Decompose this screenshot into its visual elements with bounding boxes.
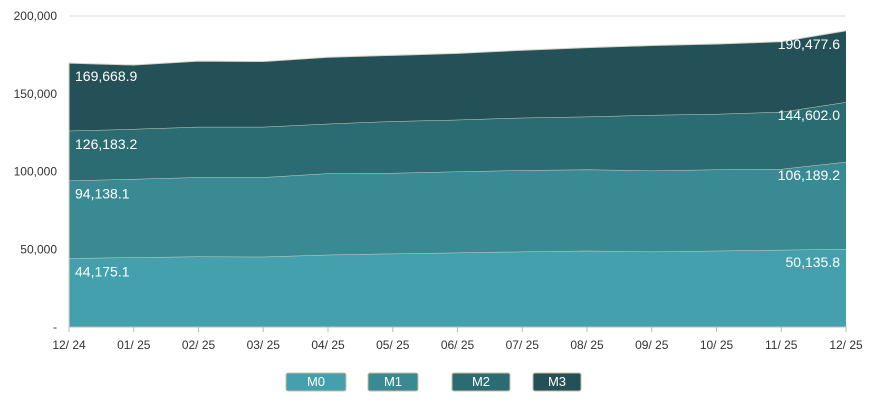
y-tick-label: 150,000 <box>14 87 58 101</box>
x-axis: 12/ 24 01/ 25 02/ 25 03/ 25 04/ 25 05/ 25 06/ … <box>52 326 863 352</box>
x-tick-label: 08/ 25 <box>570 338 604 352</box>
x-tick-label: 07/ 25 <box>506 338 540 352</box>
data-label: 44,175.1 <box>75 263 130 279</box>
area-m0 <box>69 249 846 327</box>
data-label: 94,138.1 <box>75 186 130 202</box>
data-labels: 44,175.1 50,135.8 94,138.1 106,189.2 126,183… <box>75 36 840 280</box>
y-axis: - 50,000 100,000 150,000 200,000 <box>14 9 58 334</box>
y-tick-label: 50,000 <box>20 242 57 256</box>
legend-label: M3 <box>548 374 566 389</box>
x-tick-label: 09/ 25 <box>635 338 669 352</box>
data-label: 50,135.8 <box>786 254 841 270</box>
x-tick-label: 12/ 24 <box>52 338 86 352</box>
legend-swatch <box>367 372 419 392</box>
area-m2 <box>69 102 846 181</box>
legend: M0 M1 M2 M3 <box>285 372 582 392</box>
x-tick-label: 02/ 25 <box>182 338 216 352</box>
data-label: 106,189.2 <box>778 167 840 183</box>
y-tick-label: - <box>53 320 57 334</box>
y-tick-label: 100,000 <box>14 165 58 179</box>
legend-item-m2[interactable]: M2 <box>451 372 511 392</box>
data-label: 126,183.2 <box>75 136 137 152</box>
data-label: 169,668.9 <box>75 68 137 84</box>
x-tick-label: 06/ 25 <box>441 338 475 352</box>
x-tick-label: 04/ 25 <box>311 338 345 352</box>
legend-swatch <box>285 372 347 392</box>
area-m1 <box>69 161 846 259</box>
legend-swatch <box>451 372 511 392</box>
legend-item-m1[interactable]: M1 <box>367 372 419 392</box>
legend-swatch <box>532 372 582 392</box>
data-label: 190,477.6 <box>778 36 840 52</box>
x-tick-label: 01/ 25 <box>117 338 151 352</box>
legend-label: M2 <box>472 374 490 389</box>
data-label: 144,602.0 <box>778 107 840 123</box>
x-tick-label: 05/ 25 <box>376 338 410 352</box>
x-tick-label: 03/ 25 <box>247 338 281 352</box>
x-tick-label: 10/ 25 <box>700 338 734 352</box>
area-edge-m3 <box>68 30 847 66</box>
legend-item-m3[interactable]: M3 <box>532 372 582 392</box>
area-series-group <box>68 30 847 327</box>
legend-label: M0 <box>307 374 325 389</box>
x-tick-label: 12/ 25 <box>829 338 863 352</box>
legend-label: M1 <box>384 374 402 389</box>
legend-item-m0[interactable]: M0 <box>285 372 347 392</box>
x-tick-label: 11/ 25 <box>765 338 798 352</box>
area-m3 <box>69 30 846 131</box>
y-tick-label: 200,000 <box>14 9 58 23</box>
